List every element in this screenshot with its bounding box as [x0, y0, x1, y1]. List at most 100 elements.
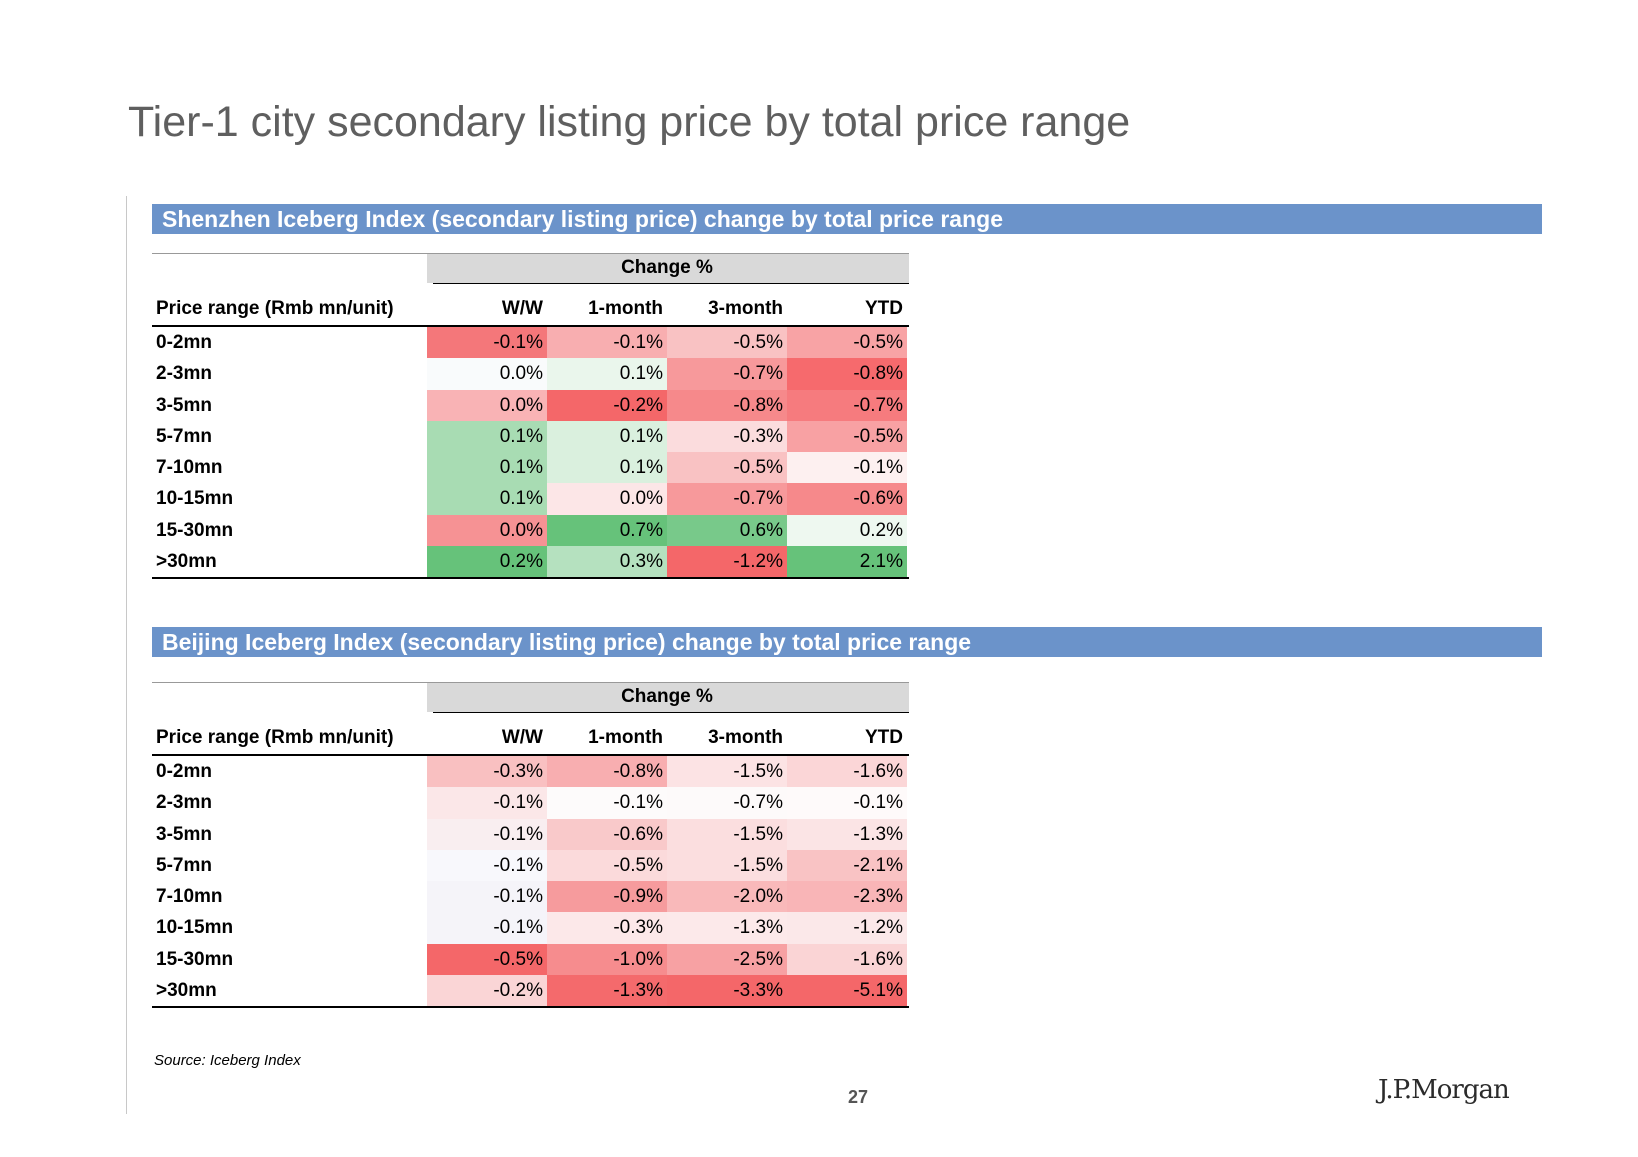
change-cell: -0.1% [547, 787, 667, 819]
table-row: 3-5mn -0.1% -0.6% -1.5% -1.3% [152, 818, 909, 850]
change-cell: -0.1% [427, 881, 547, 913]
change-cell: 0.1% [427, 452, 547, 484]
change-cell: -1.0% [547, 943, 667, 976]
left-divider [126, 196, 127, 1114]
change-cell: -0.3% [547, 912, 667, 944]
change-cell: -0.5% [667, 327, 787, 359]
change-cell: -0.5% [547, 849, 667, 882]
change-cell: -1.6% [787, 756, 907, 788]
column-header: YTD [865, 727, 903, 748]
price-range-label: 15-30mn [156, 948, 234, 970]
price-range-label: 7-10mn [156, 886, 223, 908]
price-range-label: 7-10mn [156, 457, 223, 479]
table-row: 15-30mn -0.5% -1.0% -2.5% -1.6% [152, 943, 909, 976]
price-range-label: 3-5mn [156, 823, 212, 845]
price-range-label: 5-7mn [156, 425, 212, 447]
price-range-label: 15-30mn [156, 519, 234, 541]
change-cell: -0.3% [667, 420, 787, 453]
change-cell: -2.1% [787, 849, 907, 882]
table-row: >30mn 0.2% 0.3% -1.2% 2.1% [152, 546, 909, 578]
change-cell: -1.5% [667, 756, 787, 788]
column-headers: Price range (Rmb mn/unit) W/W 1-month 3-mon… [152, 283, 909, 327]
change-cell: -0.1% [427, 327, 547, 359]
change-cell: -0.7% [667, 787, 787, 819]
change-cell: -1.3% [667, 912, 787, 944]
change-cell: -2.0% [667, 881, 787, 913]
column-header: W/W [501, 298, 543, 319]
change-cell: 0.2% [787, 514, 907, 547]
change-cell: -0.5% [667, 452, 787, 484]
change-cell: 0.1% [547, 452, 667, 484]
page-number: 27 [848, 1087, 869, 1107]
table-row: 2-3mn 0.0% 0.1% -0.7% -0.8% [152, 358, 909, 390]
change-cell: -0.8% [787, 358, 907, 390]
price-range-label: 10-15mn [156, 488, 234, 510]
price-range-label: >30mn [156, 980, 217, 1002]
source-note: Source: Iceberg Index [154, 1052, 301, 1069]
table-row: 5-7mn -0.1% -0.5% -1.5% -2.1% [152, 849, 909, 882]
change-cell: -0.1% [427, 849, 547, 882]
change-cell: 0.2% [427, 546, 547, 578]
table-row: 5-7mn 0.1% 0.1% -0.3% -0.5% [152, 420, 909, 453]
change-cell: -0.5% [787, 420, 907, 453]
change-cell: -1.2% [787, 912, 907, 944]
column-header: YTD [865, 298, 903, 319]
change-cell: 0.7% [547, 514, 667, 547]
jpmorgan-logo: J.P.Morgan [1378, 1075, 1510, 1105]
change-cell: -0.7% [667, 358, 787, 390]
change-cell: -2.5% [667, 943, 787, 976]
change-cell: -1.3% [547, 975, 667, 1007]
change-pct-label: Change % [621, 686, 713, 707]
beijing-table: Change % Price range (Rmb mn/unit) W/W 1-mo… [152, 682, 909, 1009]
price-range-label: 3-5mn [156, 394, 212, 416]
price-range-label: 2-3mn [156, 363, 212, 385]
column-header: Price range (Rmb mn/unit) [156, 727, 394, 748]
change-cell: -0.1% [427, 912, 547, 944]
change-cell: -0.5% [427, 943, 547, 976]
change-cell: 0.3% [547, 546, 667, 578]
column-header: 1-month [588, 727, 663, 748]
change-cell: -0.1% [427, 818, 547, 850]
change-cell: -0.1% [427, 787, 547, 819]
change-cell: -0.8% [667, 389, 787, 421]
change-cell: -1.5% [667, 849, 787, 882]
table-row: 7-10mn 0.1% 0.1% -0.5% -0.1% [152, 452, 909, 484]
column-header: W/W [501, 727, 543, 748]
table-row: >30mn -0.2% -1.3% -3.3% -5.1% [152, 975, 909, 1007]
page-title: Tier-1 city secondary listing price by t… [128, 98, 1131, 146]
price-range-label: 2-3mn [156, 792, 212, 814]
column-header: Price range (Rmb mn/unit) [156, 298, 394, 319]
shenzhen-table-header: Shenzhen Iceberg Index (secondary listin… [152, 204, 1542, 234]
change-cell: -0.2% [547, 389, 667, 421]
column-header: 3-month [708, 727, 783, 748]
change-cell: 0.0% [427, 389, 547, 421]
change-cell: -3.3% [667, 975, 787, 1007]
change-cell: -0.6% [787, 483, 907, 515]
column-header: 3-month [708, 298, 783, 319]
change-cell: -0.1% [787, 787, 907, 819]
change-cell: -1.6% [787, 943, 907, 976]
table-row: 10-15mn 0.1% 0.0% -0.7% -0.6% [152, 483, 909, 515]
change-cell: 0.6% [667, 514, 787, 547]
price-range-label: 5-7mn [156, 854, 212, 876]
change-cell: -1.2% [667, 546, 787, 578]
table-row: 10-15mn -0.1% -0.3% -1.3% -1.2% [152, 912, 909, 944]
price-range-label: 0-2mn [156, 761, 212, 782]
change-cell: 0.0% [427, 514, 547, 547]
change-cell: 0.1% [427, 420, 547, 453]
price-range-label: 10-15mn [156, 917, 234, 939]
change-header-band: Change % [152, 253, 909, 284]
change-cell: -0.5% [787, 327, 907, 359]
change-cell: -5.1% [787, 975, 907, 1007]
table-row: 15-30mn 0.0% 0.7% 0.6% 0.2% [152, 514, 909, 547]
change-cell: -1.3% [787, 818, 907, 850]
change-cell: -2.3% [787, 881, 907, 913]
change-cell: 0.0% [427, 358, 547, 390]
change-cell: -0.1% [547, 327, 667, 359]
table-row: 2-3mn -0.1% -0.1% -0.7% -0.1% [152, 787, 909, 819]
change-header-band: Change % [152, 682, 909, 713]
change-cell: -1.5% [667, 818, 787, 850]
table-row: 3-5mn 0.0% -0.2% -0.8% -0.7% [152, 389, 909, 421]
change-cell: -0.6% [547, 818, 667, 850]
change-cell: -0.1% [787, 452, 907, 484]
